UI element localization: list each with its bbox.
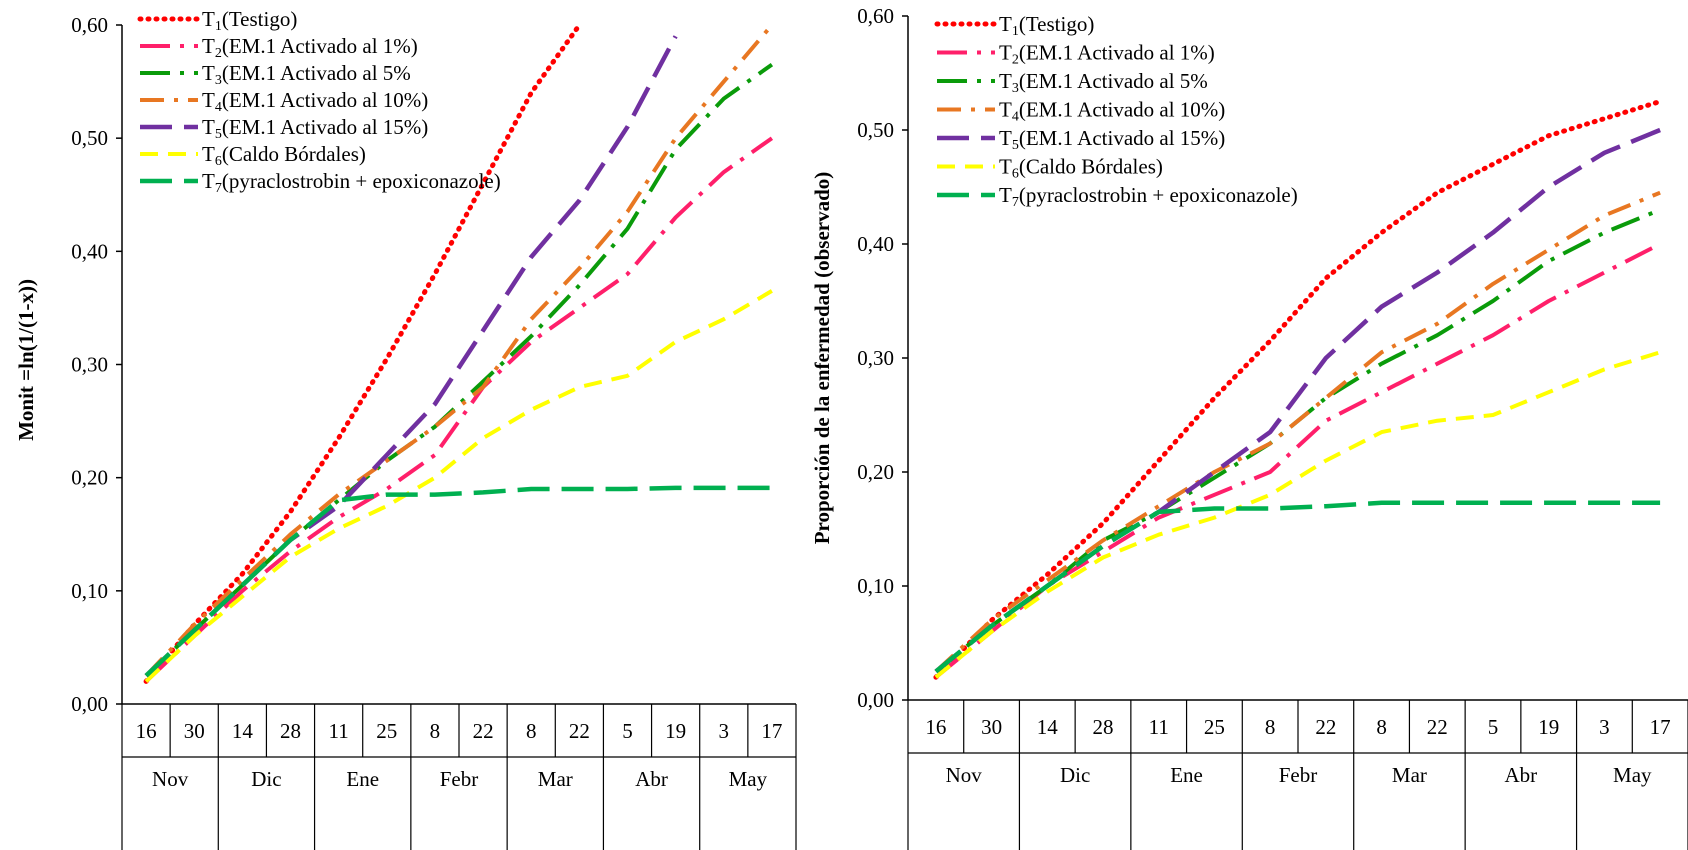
x-tick-label: 8 xyxy=(526,719,537,743)
legend-label-t1: T1(Testigo) xyxy=(202,7,297,34)
y-tick-label: 0,30 xyxy=(857,346,894,370)
x-month-label: Abr xyxy=(635,767,668,791)
legend-label-t3: T3(EM.1 Activado al 5% xyxy=(202,61,411,88)
x-tick-label: 22 xyxy=(1427,715,1448,739)
legend-label-t4: T4(EM.1 Activado al 10%) xyxy=(999,98,1225,125)
x-month-label: Mar xyxy=(1392,763,1427,787)
x-tick-label: 11 xyxy=(329,719,349,743)
y-axis-label: Proporción de la enfermedad (observado) xyxy=(810,172,834,545)
x-tick-label: 28 xyxy=(1093,715,1114,739)
y-axis-label: Monit =ln(1/(1-x)) xyxy=(14,279,38,441)
x-tick-label: 16 xyxy=(925,715,946,739)
x-month-label: Febr xyxy=(440,767,479,791)
x-tick-label: 22 xyxy=(569,719,590,743)
x-month-label: Ene xyxy=(1170,763,1203,787)
x-month-label: Dic xyxy=(1060,763,1090,787)
x-month-label: May xyxy=(1613,763,1652,787)
series-line-t5 xyxy=(144,35,678,678)
x-tick-label: 22 xyxy=(473,719,494,743)
series-line-t6 xyxy=(934,350,1661,679)
y-tick-label: 0,20 xyxy=(71,466,108,490)
legend-label-t1: T1(Testigo) xyxy=(999,12,1094,39)
x-tick-label: 17 xyxy=(1650,715,1671,739)
y-tick-label: 0,00 xyxy=(857,688,894,712)
y-tick-label: 0,40 xyxy=(71,239,108,263)
x-tick-label: 11 xyxy=(1149,715,1169,739)
x-tick-label: 8 xyxy=(1376,715,1387,739)
legend-label-t7: T7(pyraclostrobin + epoxiconazole) xyxy=(202,169,501,196)
legend-label-t6: T6(Caldo Bórdales) xyxy=(999,155,1163,182)
x-tick-label: 5 xyxy=(1488,715,1499,739)
legend: T1(Testigo)T2(EM.1 Activado al 1%)T3(EM.… xyxy=(934,12,1298,210)
x-month-label: Ene xyxy=(346,767,379,791)
x-month-label: Febr xyxy=(1279,763,1318,787)
y-tick-label: 0,10 xyxy=(857,574,894,598)
legend-label-t7: T7(pyraclostrobin + epoxiconazole) xyxy=(999,183,1298,210)
x-month-label: Abr xyxy=(1505,763,1538,787)
legend: T1(Testigo)T2(EM.1 Activado al 1%)T3(EM.… xyxy=(137,7,501,196)
legend-label-t6: T6(Caldo Bórdales) xyxy=(202,142,366,169)
x-tick-label: 16 xyxy=(136,719,157,743)
series-line-t1 xyxy=(933,99,1663,680)
y-tick-label: 0,10 xyxy=(71,579,108,603)
x-month-label: Dic xyxy=(251,767,281,791)
series-line-t4 xyxy=(934,190,1661,673)
chart-panel-1: 0,00 0,10 0,20 0,30 0,40 0,50 0,60 Monit =ln(1/… xyxy=(14,7,797,850)
y-tick-label: 0,60 xyxy=(857,4,894,28)
x-month-label: Nov xyxy=(152,767,189,791)
series-line-t3 xyxy=(934,207,1661,674)
y-tick-label: 0,40 xyxy=(857,232,894,256)
series-line-t4 xyxy=(144,23,774,678)
y-tick-label: 0,50 xyxy=(71,126,108,150)
series-line-t7 xyxy=(144,485,772,678)
x-tick-label: 3 xyxy=(1599,715,1610,739)
x-tick-label: 28 xyxy=(280,719,301,743)
y-tick-label: 0,50 xyxy=(857,118,894,142)
legend-label-t2: T2(EM.1 Activado al 1%) xyxy=(999,41,1215,68)
legend-label-t5: T5(EM.1 Activado al 15%) xyxy=(999,126,1225,153)
x-tick-label: 8 xyxy=(1265,715,1276,739)
y-tick-label: 0,20 xyxy=(857,460,894,484)
x-tick-label: 19 xyxy=(1538,715,1559,739)
legend-label-t4: T4(EM.1 Activado al 10%) xyxy=(202,88,428,115)
x-tick-label: 17 xyxy=(761,719,782,743)
legend-label-t2: T2(EM.1 Activado al 1%) xyxy=(202,34,418,61)
x-tick-label: 5 xyxy=(622,719,633,743)
y-tick-label: 0,30 xyxy=(71,353,108,377)
x-tick-label: 25 xyxy=(376,719,397,743)
x-month-label: May xyxy=(729,767,768,791)
y-tick-label: 0,00 xyxy=(71,692,108,716)
x-tick-label: 25 xyxy=(1204,715,1225,739)
x-month-label: Mar xyxy=(538,767,573,791)
x-tick-label: 30 xyxy=(184,719,205,743)
legend-label-t3: T3(EM.1 Activado al 5% xyxy=(999,69,1208,96)
x-tick-label: 22 xyxy=(1315,715,1336,739)
series-line-t7 xyxy=(934,500,1661,674)
series-line-t1 xyxy=(143,22,582,684)
x-month-label: Nov xyxy=(946,763,983,787)
series-line-t2 xyxy=(934,242,1662,679)
x-tick-label: 3 xyxy=(719,719,730,743)
x-tick-label: 14 xyxy=(1037,715,1059,739)
y-tick-label: 0,60 xyxy=(71,13,108,37)
x-tick-label: 8 xyxy=(430,719,441,743)
x-tick-label: 14 xyxy=(232,719,254,743)
x-tick-label: 30 xyxy=(981,715,1002,739)
legend-label-t5: T5(EM.1 Activado al 15%) xyxy=(202,115,428,142)
chart-panel-2: 0,00 0,10 0,20 0,30 0,40 0,50 0,60 Proporción d… xyxy=(810,4,1688,850)
series-line-t6 xyxy=(144,289,773,683)
x-tick-label: 19 xyxy=(665,719,686,743)
